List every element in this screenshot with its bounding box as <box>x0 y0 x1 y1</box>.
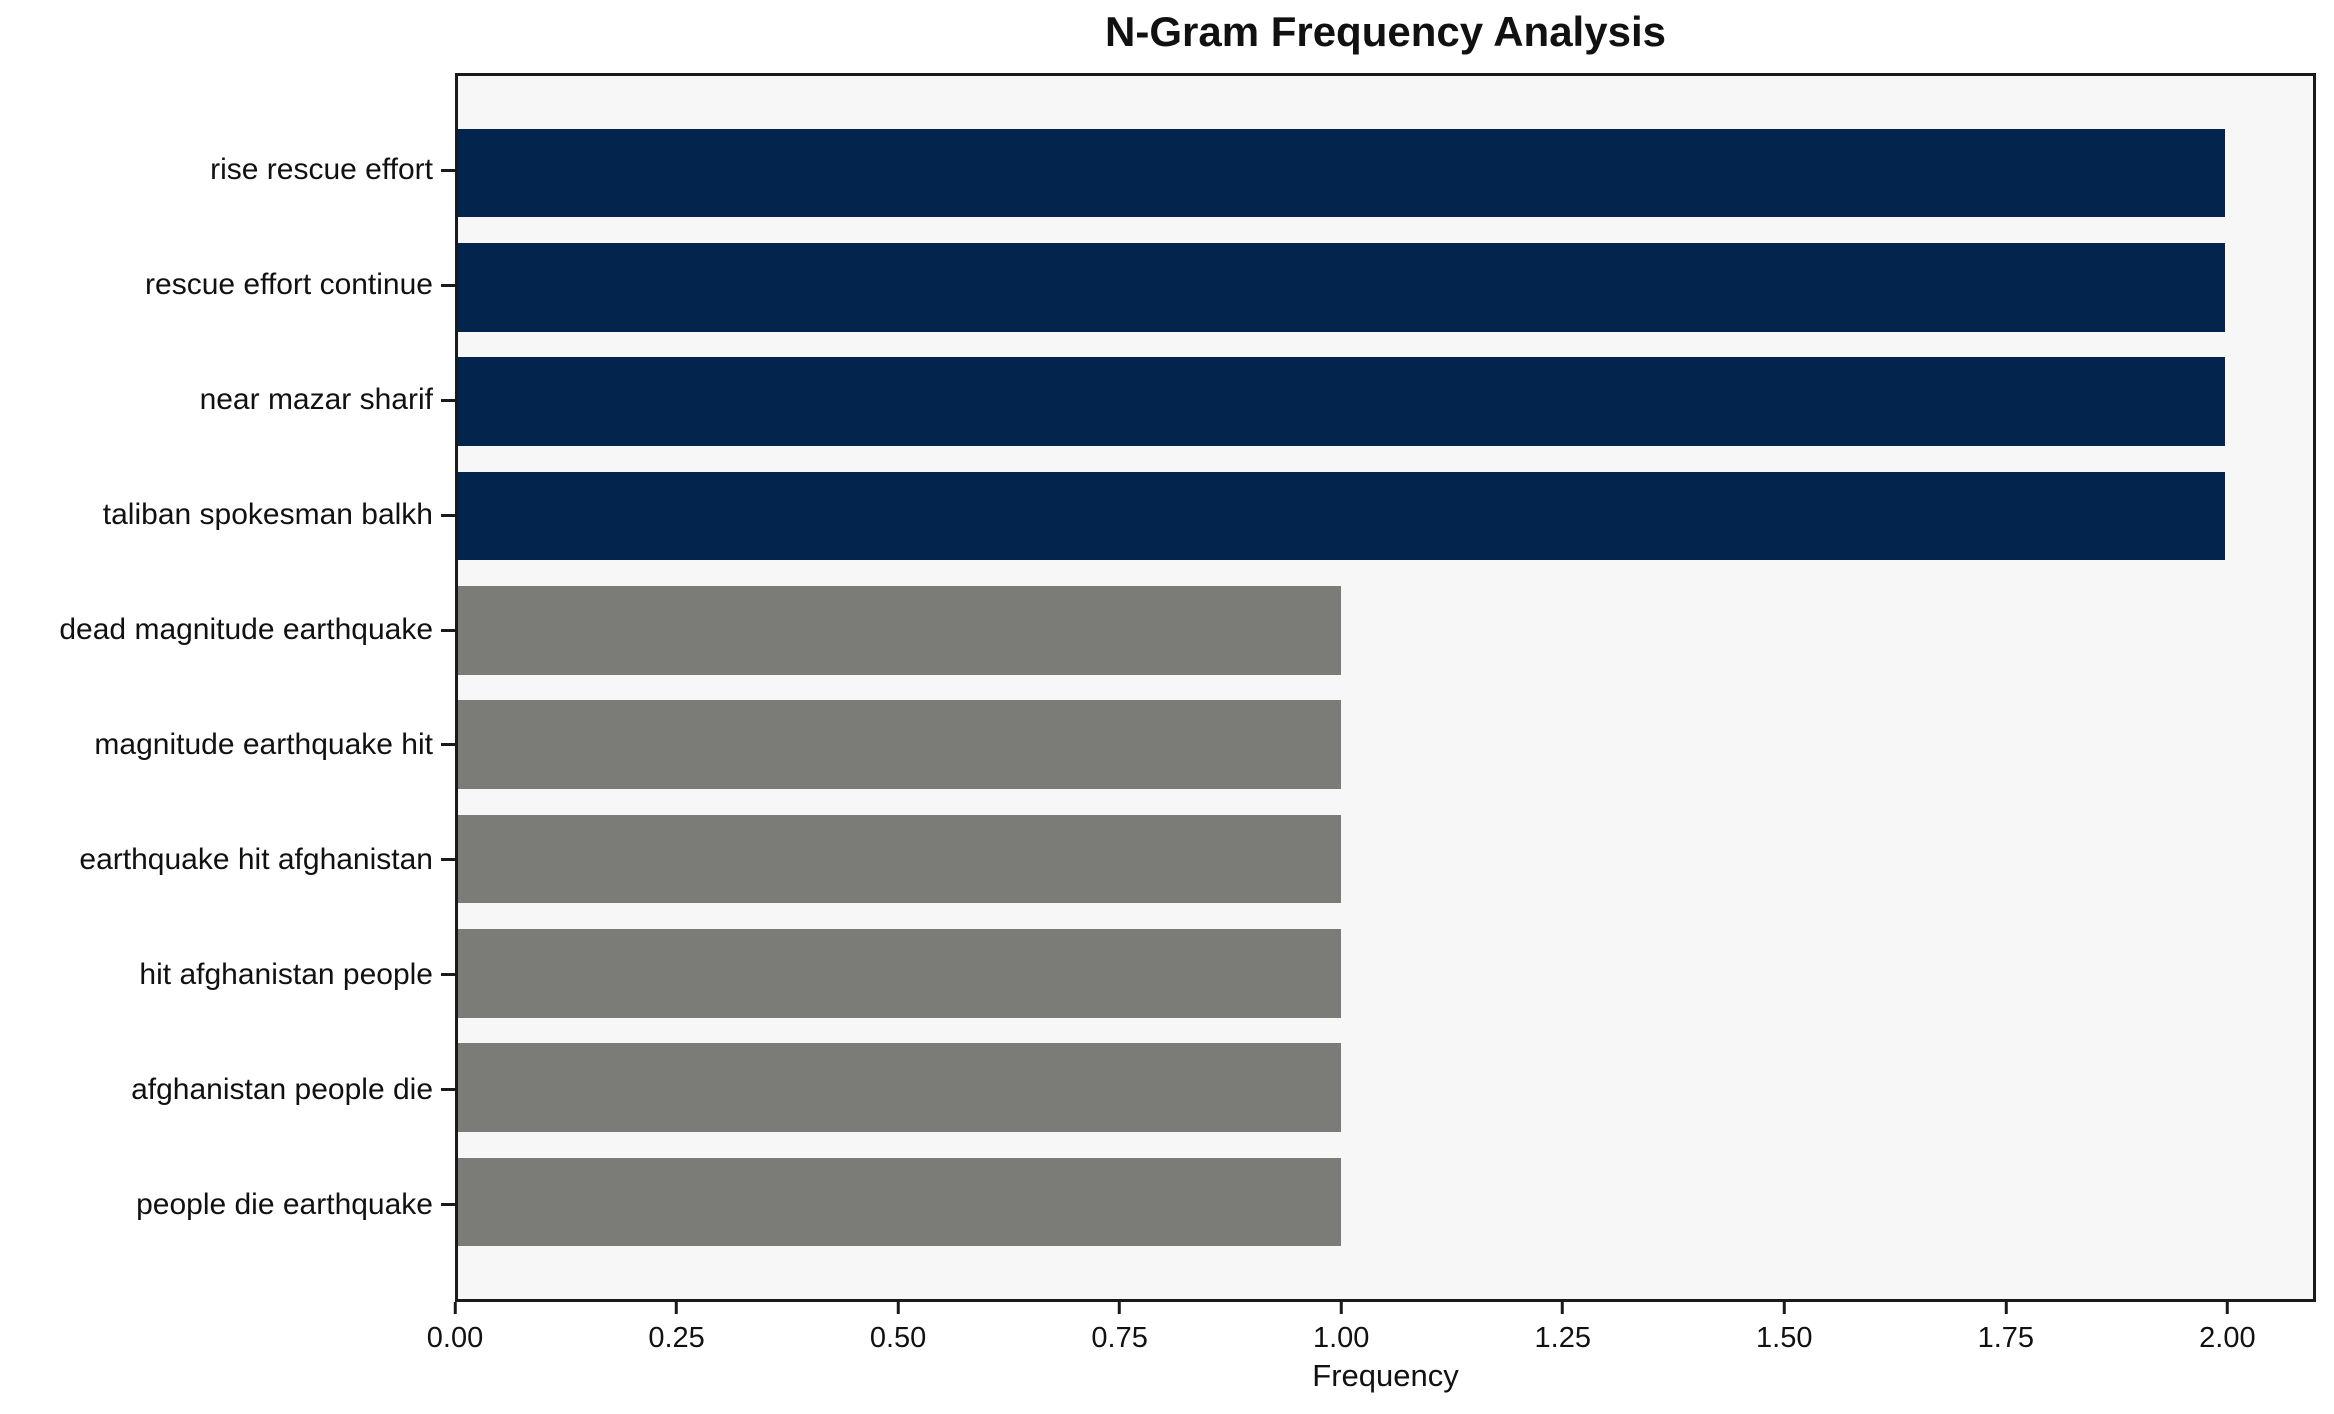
bar-row <box>458 459 2313 573</box>
bar <box>458 700 1342 789</box>
x-tick: 1.00 <box>1313 1302 1369 1355</box>
y-tick: rise rescue effort <box>0 113 455 228</box>
y-tick-label: near mazar sharif <box>199 383 433 417</box>
y-tick-label: rescue effort continue <box>145 268 433 302</box>
y-tick-label: people die earthquake <box>136 1187 433 1221</box>
bar-row <box>458 230 2313 344</box>
y-tick: hit afghanistan people <box>0 917 455 1032</box>
y-tick-mark <box>441 1088 455 1092</box>
bar-row <box>458 1030 2313 1144</box>
bar <box>458 1043 1342 1132</box>
x-tick: 1.50 <box>1756 1302 1813 1355</box>
y-tick-label: magnitude earthquake hit <box>94 727 433 761</box>
x-tick-label: 0.00 <box>426 1322 484 1354</box>
y-tick-label: rise rescue effort <box>210 153 433 187</box>
x-tick: 1.25 <box>1535 1302 1591 1355</box>
x-tick: 0.50 <box>870 1302 926 1355</box>
bar <box>458 357 2225 447</box>
bar-row <box>458 345 2313 459</box>
y-tick-mark <box>441 398 455 402</box>
y-tick-label: afghanistan people die <box>131 1072 433 1106</box>
bar <box>458 243 2225 332</box>
x-tick-mark <box>2004 1302 2008 1314</box>
y-tick: earthquake hit afghanistan <box>0 802 455 917</box>
x-tick-mark <box>1782 1302 1786 1314</box>
plot-area <box>455 73 2316 1302</box>
bar-row <box>458 916 2313 1030</box>
bar-row <box>458 573 2313 687</box>
bar <box>458 128 2225 218</box>
x-tick-label: 1.00 <box>1312 1322 1370 1354</box>
x-tick-mark <box>896 1302 900 1314</box>
bar-row <box>458 802 2313 916</box>
bars-layer <box>458 76 2313 1299</box>
y-tick-label: dead magnitude earthquake <box>59 613 433 647</box>
x-tick-mark <box>1561 1302 1565 1314</box>
bar <box>458 928 1342 1018</box>
y-tick-mark <box>441 743 455 747</box>
x-tick: 0.25 <box>648 1302 705 1355</box>
x-tick-mark <box>1118 1302 1122 1314</box>
chart-title: N-Gram Frequency Analysis <box>1105 8 1666 55</box>
y-tick: near mazar sharif <box>0 343 455 458</box>
bar <box>458 814 1342 904</box>
y-tick-label: hit afghanistan people <box>139 957 433 991</box>
bar-row <box>458 116 2313 230</box>
y-tick: people die earthquake <box>0 1147 455 1262</box>
x-tick-mark <box>2225 1302 2229 1314</box>
x-tick-label: 1.75 <box>1977 1322 2035 1354</box>
y-tick-mark <box>441 1203 455 1207</box>
bar-row <box>458 687 2313 801</box>
x-axis-label: Frequency <box>1312 1358 1459 1393</box>
bar <box>458 1157 1342 1247</box>
y-tick: rescue effort continue <box>0 228 455 343</box>
y-tick: afghanistan people die <box>0 1032 455 1147</box>
x-tick: 0.75 <box>1091 1302 1148 1355</box>
y-tick-label: taliban spokesman balkh <box>102 498 433 532</box>
bar <box>458 586 1342 675</box>
x-tick-mark <box>1339 1302 1343 1314</box>
y-axis-labels: rise rescue effort rescue effort continue… <box>0 73 455 1302</box>
y-tick: magnitude earthquake hit <box>0 688 455 803</box>
y-tick-mark <box>441 628 455 632</box>
y-tick-mark <box>441 973 455 977</box>
x-tick-label: 1.25 <box>1534 1322 1591 1354</box>
bar <box>458 471 2225 561</box>
x-tick-label: 0.25 <box>648 1322 705 1354</box>
y-tick-label: earthquake hit afghanistan <box>79 842 433 876</box>
y-tick-mark <box>441 513 455 517</box>
x-axis-ticks: 0.00 0.25 0.50 0.75 1.00 1.25 1.50 1.75 2.00 <box>427 1302 2316 1372</box>
bar-row <box>458 1145 2313 1259</box>
x-tick: 0.00 <box>427 1302 483 1355</box>
y-tick: dead magnitude earthquake <box>0 573 455 688</box>
y-tick: taliban spokesman balkh <box>0 458 455 573</box>
y-tick-mark <box>441 858 455 862</box>
x-tick-label: 1.50 <box>1756 1322 1813 1354</box>
x-tick: 1.75 <box>1978 1302 2034 1355</box>
x-tick-label: 0.50 <box>869 1322 927 1354</box>
x-tick: 2.00 <box>2199 1302 2256 1355</box>
y-tick-mark <box>441 168 455 172</box>
x-tick-label: 0.75 <box>1091 1322 1148 1354</box>
y-tick-mark <box>441 283 455 287</box>
x-tick-label: 2.00 <box>2199 1322 2256 1354</box>
x-tick-mark <box>453 1302 457 1314</box>
x-tick-mark <box>675 1302 679 1314</box>
